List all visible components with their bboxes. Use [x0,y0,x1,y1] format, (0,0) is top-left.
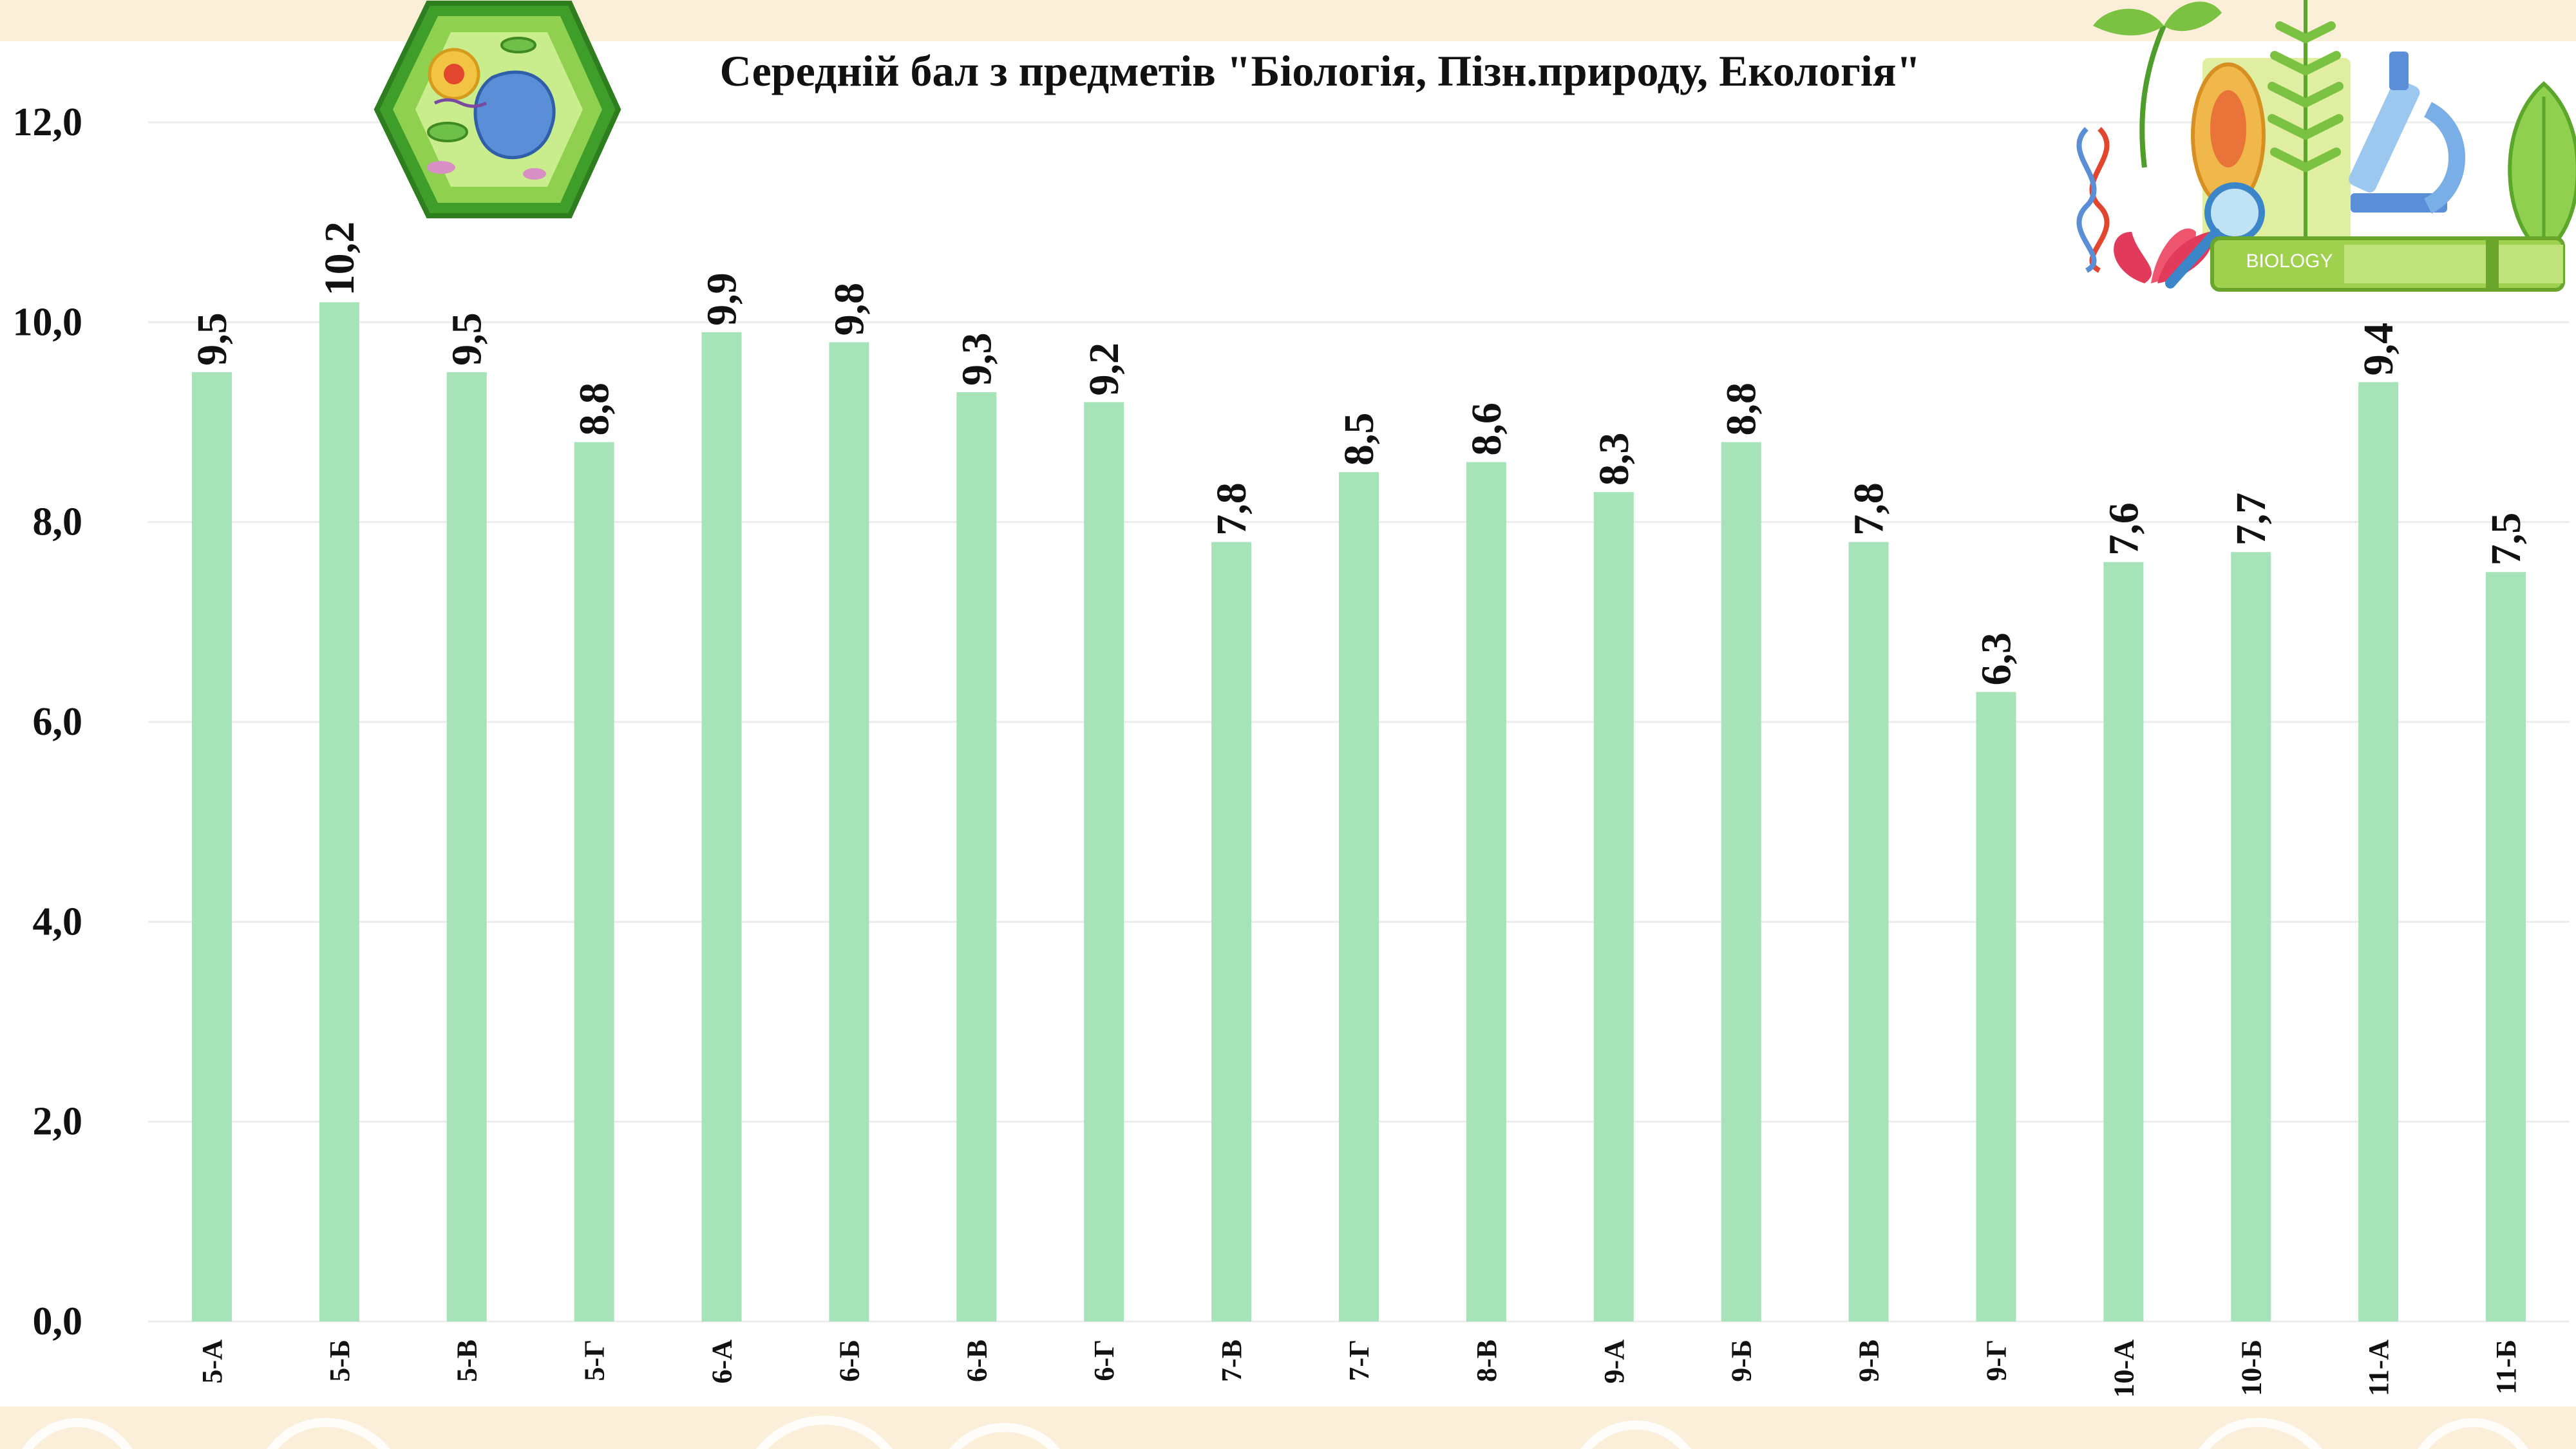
y-tick-label: 8,0 [33,500,83,544]
bar [956,392,997,1322]
data-label: 7,7 [2228,493,2275,546]
x-tick-label: 7-В [1216,1340,1247,1382]
data-label: 9,3 [953,332,1000,386]
x-tick-label: 10-Б [2235,1340,2267,1396]
bar [2486,572,2526,1321]
x-tick-label: 11-А [2363,1340,2394,1396]
data-label: 7,5 [2483,513,2530,566]
bar [829,342,869,1321]
data-label: 7,8 [1846,482,1893,536]
data-label: 8,8 [1718,383,1765,436]
chart-title: Середній бал з предметів "Біологія, Пізн… [720,46,1921,95]
bar [1211,542,1252,1322]
y-tick-label: 2,0 [33,1100,83,1144]
y-tick-label: 4,0 [33,900,83,943]
data-label: 6,3 [1973,632,2020,686]
data-label: 8,5 [1336,413,1383,466]
x-tick-label: 7-Г [1343,1340,1375,1381]
x-tick-label: 9-А [1598,1340,1630,1384]
data-labels: 9,5 10,2 9,5 8,8 9,9 9,8 9,3 9,2 7,8 8,5 8,6 8,3 8,8… [189,222,2530,686]
bar [2231,552,2271,1321]
y-tick-label: 0,0 [33,1300,83,1343]
data-label: 10,2 [316,222,363,296]
x-tick-label: 6-Б [833,1340,865,1382]
bars [191,302,2526,1322]
x-tick-label: 8-В [1471,1340,1502,1382]
data-label: 9,2 [1081,343,1128,396]
bar [319,302,359,1321]
data-label: 7,6 [2100,502,2147,556]
x-tick-label: 6-В [961,1340,992,1382]
data-label: 9,8 [826,283,873,336]
x-tick-label: 9-Б [1726,1340,1757,1382]
x-tick-label: 5-В [451,1340,483,1382]
bar [574,442,614,1321]
book-label: BIOLOGY [2246,251,2333,272]
x-tick-label: 10-А [2108,1340,2139,1398]
y-tick-label: 10,0 [13,300,83,344]
data-label: 9,9 [699,272,746,326]
biology-collage-illustration: BIOLOGY [2076,0,2576,292]
x-axis-ticks: 5-А 5-Б 5-В 5-Г 6-А 6-Б 6-В 6-Г 7-В 7-Г 8-В 9-А 9-Б 9… [196,1340,2522,1398]
footer-ornament [0,1406,2576,1449]
bar [446,372,487,1321]
bar [1976,692,2016,1321]
data-label: 7,8 [1208,482,1255,536]
bar [1721,442,1761,1321]
bar [1593,492,1634,1321]
y-tick-label: 6,0 [33,700,83,744]
data-label: 9,4 [2355,323,2402,376]
x-tick-label: 9-В [1853,1340,1885,1382]
plant-cell-illustration [374,1,621,218]
bar [701,332,742,1321]
x-tick-label: 5-Г [579,1340,611,1381]
x-tick-label: 11-Б [2490,1340,2522,1394]
y-axis-ticks: 0,0 2,0 4,0 6,0 8,0 10,0 12,0 [13,100,83,1343]
data-label: 9,5 [189,312,236,366]
bar [1339,472,1379,1322]
data-label: 9,5 [444,312,491,366]
bar [2103,562,2144,1321]
x-tick-label: 5-А [196,1340,228,1384]
data-label: 8,6 [1463,402,1510,456]
data-label: 8,8 [571,383,618,436]
x-tick-label: 9-Г [1980,1340,2012,1381]
bar [1084,402,1124,1321]
x-tick-label: 6-А [706,1340,738,1384]
x-tick-label: 5-Б [324,1340,355,1382]
y-tick-label: 12,0 [13,100,83,144]
bar [2358,382,2399,1321]
bar [1848,542,1889,1322]
x-tick-label: 6-Г [1088,1340,1120,1381]
bar [1466,462,1506,1321]
bar [191,372,232,1321]
data-label: 8,3 [1591,433,1638,486]
